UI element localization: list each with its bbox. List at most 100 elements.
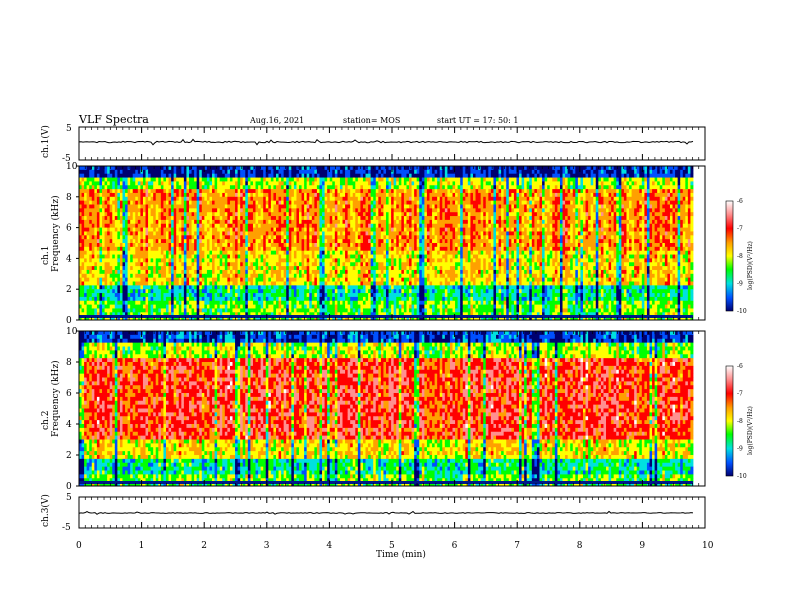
spectrogram-cell xyxy=(99,282,102,286)
spectrogram-cell xyxy=(209,166,212,170)
spectrogram-cell xyxy=(174,266,177,270)
spectrogram-cell xyxy=(225,197,228,201)
spectrogram-cell xyxy=(87,201,90,205)
spectrogram-cell xyxy=(146,289,149,293)
spectrogram-cell xyxy=(181,201,184,205)
spectrogram-cell xyxy=(97,285,100,289)
spectrogram-cell xyxy=(125,193,128,197)
spectrogram-cell xyxy=(179,285,182,289)
spectrogram-cell xyxy=(99,193,102,197)
spectrogram-cell xyxy=(128,193,131,197)
spectrogram-cell xyxy=(120,243,123,247)
spectrogram-cell xyxy=(148,305,151,309)
spectrogram-cell xyxy=(179,174,182,178)
spectrogram-cell xyxy=(133,266,136,270)
spectrogram-cell xyxy=(110,212,113,216)
spectrogram-cell xyxy=(163,231,166,235)
spectrogram-cell xyxy=(225,258,228,262)
spectrogram-cell xyxy=(204,282,207,286)
spectrogram-cell xyxy=(84,228,87,232)
spectrogram-cell xyxy=(130,278,133,282)
spectrogram-cell xyxy=(148,243,151,247)
spectrogram-cell xyxy=(128,189,131,193)
spectrogram-cell xyxy=(156,243,159,247)
spectrogram-cell xyxy=(120,231,123,235)
spectrogram-cell xyxy=(117,274,120,278)
spectrogram-cell xyxy=(112,208,115,212)
spectrogram-cell xyxy=(217,301,220,305)
spectrogram-cell xyxy=(186,262,189,266)
spectrogram-cell xyxy=(192,212,195,216)
spectrogram-cell xyxy=(169,297,172,301)
spectrogram-cell xyxy=(105,301,108,305)
spectrogram-cell xyxy=(135,270,138,274)
spectrogram-cell xyxy=(225,270,228,274)
spectrogram-cell xyxy=(133,193,136,197)
spectrogram-cell xyxy=(84,231,87,235)
spectrogram-cell xyxy=(84,282,87,286)
spectrogram-cell xyxy=(202,181,205,185)
spectrogram-cell xyxy=(156,193,159,197)
spectrogram-cell xyxy=(197,208,200,212)
spectrogram-cell xyxy=(117,193,120,197)
spectrogram-cell xyxy=(128,205,131,209)
spectrogram-cell xyxy=(143,185,146,189)
spectrogram-cell xyxy=(163,239,166,243)
spectrogram-cell xyxy=(130,301,133,305)
spectrogram-cell xyxy=(194,305,197,309)
spectrogram-cell xyxy=(161,297,164,301)
spectrogram-cell xyxy=(146,270,149,274)
spectrogram-cell xyxy=(94,251,97,255)
spectrogram-cell xyxy=(171,189,174,193)
spectrogram-cell xyxy=(97,255,100,259)
spectrogram-cell xyxy=(158,205,161,209)
spectrogram-cell xyxy=(125,239,128,243)
spectrogram-cell xyxy=(166,297,169,301)
spectrogram-cell xyxy=(202,247,205,251)
spectrogram-cell xyxy=(153,305,156,309)
spectrogram-cell xyxy=(138,239,141,243)
spectrogram-cell xyxy=(217,305,220,309)
spectrogram-cell xyxy=(204,270,207,274)
spectrogram-cell xyxy=(220,205,223,209)
spectrogram-cell xyxy=(202,231,205,235)
spectrogram-cell xyxy=(158,308,161,312)
spectrogram-cell xyxy=(209,243,212,247)
spectrogram-cell xyxy=(233,212,236,216)
spectrogram-cell xyxy=(233,228,236,232)
spectrogram-cell xyxy=(207,174,210,178)
spectrogram-cell xyxy=(176,255,179,259)
spectrogram-cell xyxy=(225,174,228,178)
spectrogram-cell xyxy=(130,251,133,255)
spectrogram-cell xyxy=(156,224,159,228)
spectrogram-cell xyxy=(169,216,172,220)
spectrogram-cell xyxy=(212,251,215,255)
spectrogram-cell xyxy=(163,224,166,228)
spectrogram-cell xyxy=(102,181,105,185)
spectrogram-cell xyxy=(82,251,85,255)
spectrogram-cell xyxy=(135,201,138,205)
spectrogram-cell xyxy=(120,270,123,274)
spectrogram-cell xyxy=(207,235,210,239)
station-label: station= MOS xyxy=(343,116,400,125)
spectrogram-cell xyxy=(105,212,108,216)
spectrogram-cell xyxy=(97,262,100,266)
spectrogram-cell xyxy=(217,262,220,266)
spectrogram-cell xyxy=(176,274,179,278)
spectrogram-cell xyxy=(125,216,128,220)
spectrogram-cell xyxy=(84,262,87,266)
spectrogram-cell xyxy=(171,270,174,274)
spectrogram-cell xyxy=(102,282,105,286)
spectrogram-cell xyxy=(227,247,230,251)
spectrogram-cell xyxy=(181,216,184,220)
spectrogram-cell xyxy=(197,201,200,205)
spectrogram-cell xyxy=(138,301,141,305)
spectrogram-cell xyxy=(186,251,189,255)
spectrogram-cell xyxy=(166,197,169,201)
spectrogram-cell xyxy=(92,293,95,297)
spectrogram-cell xyxy=(82,197,85,201)
spectrogram-cell xyxy=(189,212,192,216)
spectrogram-cell xyxy=(156,189,159,193)
spectrogram-cell xyxy=(102,274,105,278)
spectrogram-cell xyxy=(186,205,189,209)
